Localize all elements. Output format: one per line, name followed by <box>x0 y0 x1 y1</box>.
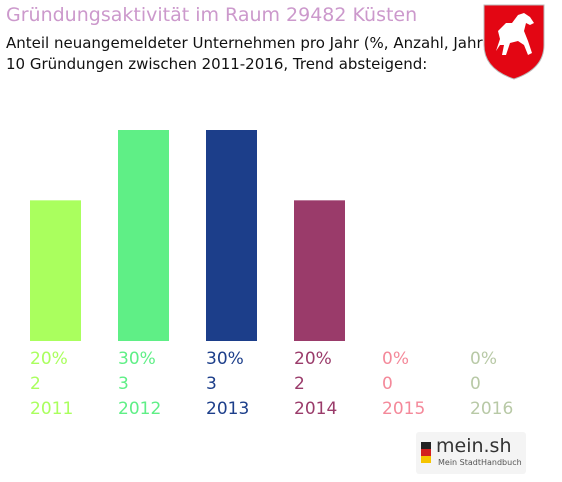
percent-label-2014: 20% <box>294 349 332 369</box>
year-label-2016: 2016 <box>470 399 513 419</box>
percent-label-2016: 0% <box>470 349 497 369</box>
brand-tagline: Mein StadtHandbuch <box>438 458 522 467</box>
year-label-2012: 2012 <box>118 399 161 419</box>
percent-label-2011: 20% <box>30 349 68 369</box>
percent-label-2013: 30% <box>206 349 244 369</box>
percent-label-2012: 30% <box>118 349 156 369</box>
coat-of-arms-icon <box>478 1 550 81</box>
chart-subtitle: Anteil neuangemeldeter Unternehmen pro J… <box>6 34 489 52</box>
count-label-2015: 0 <box>382 374 393 394</box>
count-label-2011: 2 <box>30 374 41 394</box>
year-label-2015: 2015 <box>382 399 425 419</box>
bar-2014 <box>294 200 345 341</box>
map-pin-icon <box>421 442 431 463</box>
count-label-2012: 3 <box>118 374 129 394</box>
brand-name: mein.sh <box>436 435 512 457</box>
count-label-2016: 0 <box>470 374 481 394</box>
year-label-2014: 2014 <box>294 399 337 419</box>
year-label-2011: 2011 <box>30 399 73 419</box>
percent-label-2015: 0% <box>382 349 409 369</box>
bar-2012 <box>118 130 169 341</box>
count-label-2014: 2 <box>294 374 305 394</box>
chart-summary: 10 Gründungen zwischen 2011-2016, Trend … <box>6 55 428 73</box>
chart-title: Gründungsaktivität im Raum 29482 Küsten <box>6 4 418 26</box>
brand-logo[interactable]: mein.sh Mein StadtHandbuch <box>416 432 526 474</box>
bar-2011 <box>30 200 81 341</box>
bar-2013 <box>206 130 257 341</box>
year-label-2013: 2013 <box>206 399 249 419</box>
count-label-2013: 3 <box>206 374 217 394</box>
